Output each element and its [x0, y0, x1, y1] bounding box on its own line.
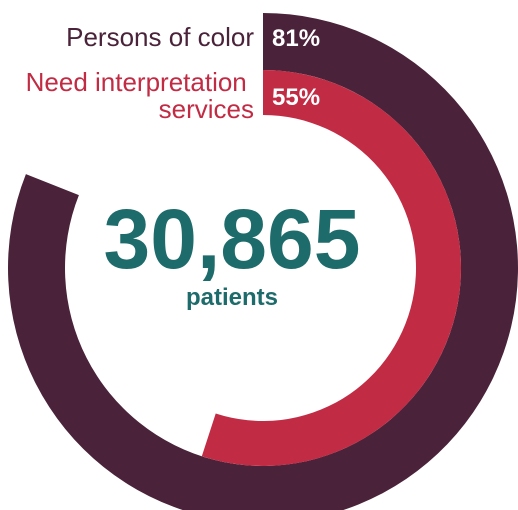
value-label-need-interpretation: 55% [272, 84, 320, 111]
arc-need-interpretation [201, 70, 461, 467]
series-label-line-2: services [159, 94, 254, 124]
series-label-persons-of-color: Persons of color [66, 22, 254, 52]
center-total-caption: patients [186, 284, 278, 311]
value-label-persons-of-color: 81% [272, 25, 320, 52]
series-label-line-1: Need interpretation [26, 67, 247, 97]
center-total-number: 30,865 [104, 192, 361, 286]
series-label-need-interpretation: Need interpretation services [26, 67, 254, 124]
